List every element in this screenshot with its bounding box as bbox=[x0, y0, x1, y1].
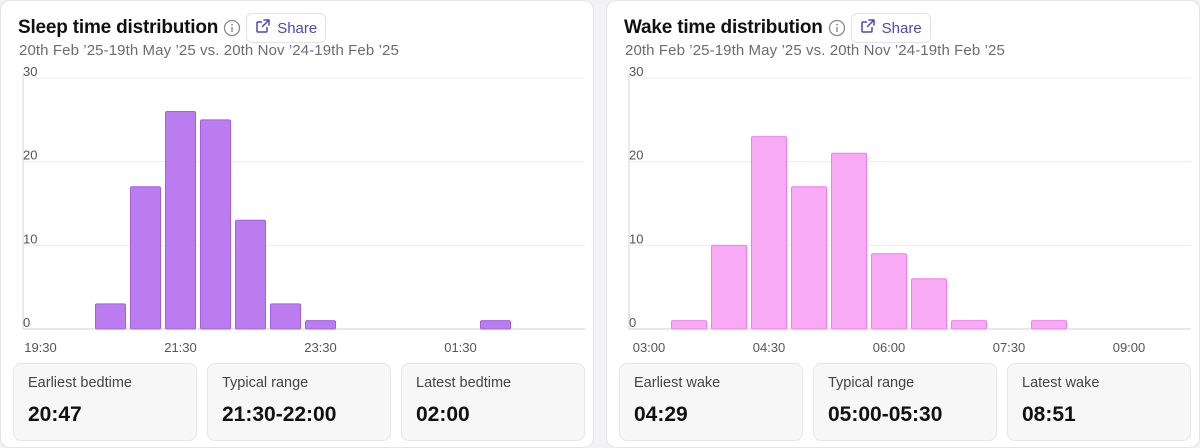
stat-value: 05:00-05:30 bbox=[828, 403, 943, 426]
share-button[interactable]: Share bbox=[850, 13, 931, 43]
x-tick-label: 01:30 bbox=[444, 340, 477, 355]
histogram-bar[interactable] bbox=[751, 136, 787, 330]
typical-range-stat: Typical range 05:00-05:30 bbox=[813, 363, 997, 441]
x-tick-label: 21:30 bbox=[164, 340, 197, 355]
histogram-bar[interactable] bbox=[711, 244, 747, 330]
y-tick-label: 30 bbox=[629, 64, 643, 79]
x-tick-label: 04:30 bbox=[753, 340, 786, 355]
latest-bedtime-stat: Latest bedtime 02:00 bbox=[401, 363, 585, 441]
date-range-subtitle: 20th Feb ’25-19th May ’25 vs. 20th Nov ’… bbox=[19, 42, 399, 59]
sleep-distribution-card: Sleep time distribution Share 20th Feb ’… bbox=[0, 0, 594, 448]
wake-distribution-card: Wake time distribution Share 20th Feb ’2… bbox=[606, 0, 1200, 448]
external-link-icon bbox=[860, 18, 876, 38]
latest-wake-stat: Latest wake 08:51 bbox=[1007, 363, 1191, 441]
date-range-subtitle: 20th Feb ’25-19th May ’25 vs. 20th Nov ’… bbox=[625, 42, 1005, 59]
stat-label: Typical range bbox=[222, 375, 309, 391]
histogram-bar[interactable] bbox=[791, 186, 827, 330]
histogram-bar[interactable] bbox=[200, 119, 231, 330]
share-label: Share bbox=[881, 19, 922, 37]
histogram-bar[interactable] bbox=[831, 152, 867, 330]
card-header: Wake time distribution Share bbox=[624, 13, 931, 43]
earliest-bedtime-stat: Earliest bedtime 20:47 bbox=[13, 363, 197, 441]
external-link-icon bbox=[255, 18, 271, 38]
histogram-bar[interactable] bbox=[951, 320, 987, 330]
y-tick-label: 20 bbox=[23, 148, 37, 163]
stat-value: 21:30-22:00 bbox=[222, 403, 337, 426]
info-icon[interactable] bbox=[828, 19, 846, 37]
histogram-bar[interactable] bbox=[871, 253, 907, 330]
histogram-bar[interactable] bbox=[480, 320, 511, 330]
y-tick-label: 10 bbox=[23, 231, 37, 246]
stat-label: Latest bedtime bbox=[416, 375, 512, 391]
stats-row: Earliest bedtime 20:47 Typical range 21:… bbox=[13, 363, 585, 441]
x-tick-label: 19:30 bbox=[24, 340, 57, 355]
x-tick-label: 23:30 bbox=[304, 340, 337, 355]
info-icon[interactable] bbox=[223, 19, 241, 37]
stat-label: Earliest bedtime bbox=[28, 375, 132, 391]
stat-label: Earliest wake bbox=[634, 375, 721, 391]
histogram-bar[interactable] bbox=[165, 110, 196, 330]
share-button[interactable]: Share bbox=[246, 13, 327, 43]
histogram-bar[interactable] bbox=[95, 303, 126, 330]
y-tick-label: 10 bbox=[629, 231, 643, 246]
x-tick-label: 06:00 bbox=[873, 340, 906, 355]
histogram-bar[interactable] bbox=[130, 186, 161, 330]
y-tick-label: 30 bbox=[23, 64, 37, 79]
y-tick-label: 0 bbox=[629, 315, 636, 330]
stat-value: 04:29 bbox=[634, 403, 688, 426]
x-tick-label: 09:00 bbox=[1113, 340, 1146, 355]
stat-label: Latest wake bbox=[1022, 375, 1100, 391]
card-title: Wake time distribution bbox=[624, 17, 823, 38]
wake-histogram: 0 10 20 30 03:00 04:30 06:00 07:30 09:00 bbox=[628, 64, 1191, 355]
typical-range-stat: Typical range 21:30-22:00 bbox=[207, 363, 391, 441]
y-tick-label: 20 bbox=[629, 148, 643, 163]
stat-label: Typical range bbox=[828, 375, 915, 391]
stats-row: Earliest wake 04:29 Typical range 05:00-… bbox=[619, 363, 1191, 441]
card-header: Sleep time distribution Share bbox=[18, 13, 327, 43]
y-tick-label: 0 bbox=[23, 315, 30, 330]
x-tick-label: 07:30 bbox=[993, 340, 1026, 355]
stat-value: 08:51 bbox=[1022, 403, 1076, 426]
histogram-bar[interactable] bbox=[671, 320, 707, 330]
earliest-wake-stat: Earliest wake 04:29 bbox=[619, 363, 803, 441]
histogram-bar[interactable] bbox=[270, 303, 301, 330]
histogram-bar[interactable] bbox=[1031, 320, 1067, 330]
stat-value: 02:00 bbox=[416, 403, 470, 426]
sleep-histogram: 0 10 20 30 19:30 21:30 23:30 01:30 bbox=[22, 64, 585, 355]
stat-value: 20:47 bbox=[28, 403, 82, 426]
x-tick-label: 03:00 bbox=[633, 340, 666, 355]
share-label: Share bbox=[277, 19, 318, 37]
card-title: Sleep time distribution bbox=[18, 17, 219, 38]
histogram-bar[interactable] bbox=[911, 278, 947, 330]
histogram-bar[interactable] bbox=[305, 320, 336, 330]
histogram-bar[interactable] bbox=[235, 219, 266, 330]
